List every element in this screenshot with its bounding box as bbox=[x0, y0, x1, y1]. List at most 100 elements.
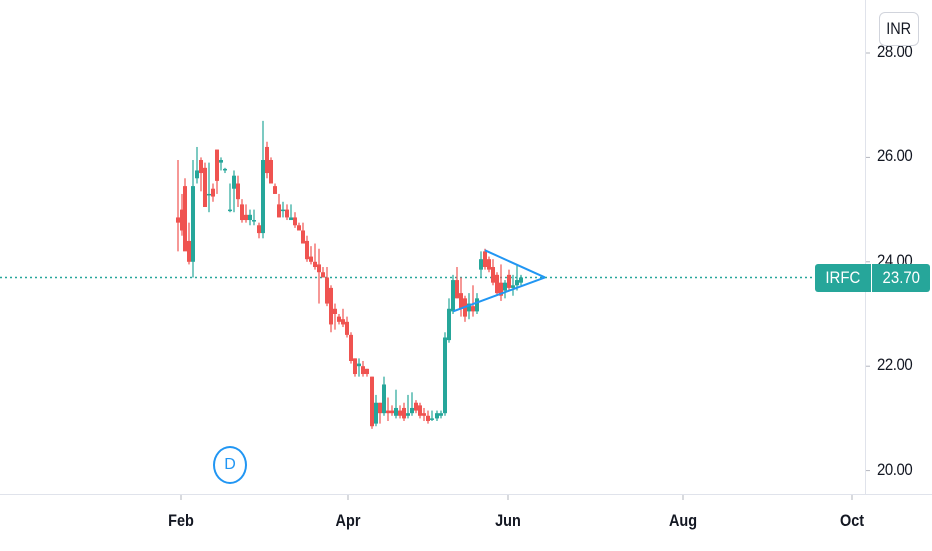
price-tick-label: 20.00 bbox=[877, 459, 913, 479]
price-tick-label: 26.00 bbox=[877, 146, 913, 166]
candle-down bbox=[483, 248, 487, 270]
candle-up bbox=[410, 392, 414, 416]
candle-up bbox=[451, 274, 455, 314]
candle-up bbox=[223, 167, 227, 174]
candle-up bbox=[289, 204, 293, 221]
triangle-pattern-drawing[interactable] bbox=[452, 249, 546, 313]
triangle-lower-line[interactable] bbox=[452, 276, 546, 313]
candle-down bbox=[215, 149, 219, 194]
dividend-marker-icon[interactable]: D bbox=[213, 446, 247, 484]
candle-up bbox=[382, 376, 386, 416]
time-tick-label: Apr bbox=[335, 511, 361, 530]
candle-down bbox=[313, 243, 317, 270]
candle-down bbox=[269, 157, 273, 184]
candle-down bbox=[297, 222, 301, 231]
candle-down bbox=[386, 397, 390, 422]
candle-down bbox=[333, 303, 337, 330]
triangle-upper-line[interactable] bbox=[484, 249, 546, 279]
candle-down bbox=[305, 235, 309, 262]
candle-down bbox=[257, 222, 261, 239]
candle-up bbox=[232, 170, 236, 213]
price-text: 23.70 bbox=[882, 268, 920, 287]
dividend-marker-label: D bbox=[224, 456, 236, 473]
candle-up bbox=[195, 146, 199, 184]
candle-up bbox=[479, 251, 483, 278]
price-axis[interactable] bbox=[865, 0, 932, 494]
candle-down bbox=[329, 285, 333, 333]
candle-up bbox=[511, 274, 515, 296]
candle-down bbox=[203, 162, 207, 207]
candle-down bbox=[370, 376, 374, 429]
candle-up bbox=[219, 157, 223, 171]
candle-down bbox=[365, 368, 369, 377]
candle-down bbox=[244, 204, 248, 223]
candle-down bbox=[455, 267, 459, 299]
symbol-text: IRFC bbox=[825, 268, 861, 287]
candle-down bbox=[199, 157, 203, 192]
candle-up bbox=[430, 410, 434, 422]
candle-down bbox=[487, 256, 491, 273]
candle-up bbox=[261, 120, 265, 239]
time-tick-label: Aug bbox=[668, 511, 698, 530]
candle-down bbox=[507, 269, 511, 291]
candle-up bbox=[357, 358, 361, 377]
candle-down bbox=[180, 193, 184, 236]
currency-badge[interactable]: INR bbox=[879, 12, 919, 46]
candle-down bbox=[277, 193, 281, 218]
price-tag: 23.70 bbox=[872, 264, 931, 292]
candle-down bbox=[398, 405, 402, 419]
candle-up bbox=[281, 201, 285, 218]
candle-up bbox=[519, 274, 523, 286]
candle-down bbox=[317, 248, 321, 304]
candle-down bbox=[349, 332, 353, 364]
candle-up bbox=[394, 389, 398, 419]
candle-up bbox=[252, 209, 256, 226]
candle-down bbox=[361, 360, 365, 377]
candle-down bbox=[402, 402, 406, 422]
candle-up bbox=[374, 394, 378, 427]
candle-down bbox=[236, 175, 240, 207]
candle-down bbox=[285, 204, 289, 221]
candle-down bbox=[471, 285, 475, 317]
grid-ticks bbox=[180, 52, 870, 500]
candle-up bbox=[439, 410, 443, 419]
candle-down bbox=[321, 267, 325, 278]
price-tick-label: 28.00 bbox=[877, 42, 913, 61]
candle-up bbox=[503, 280, 507, 299]
candle-down bbox=[337, 314, 341, 325]
candle-down bbox=[211, 183, 215, 202]
candle-up bbox=[207, 162, 211, 213]
candle-down bbox=[491, 259, 495, 286]
candle-down bbox=[422, 407, 426, 422]
candle-down bbox=[390, 405, 394, 416]
candle-down bbox=[309, 246, 313, 265]
candle-down bbox=[499, 264, 503, 301]
candle-down bbox=[187, 222, 191, 265]
candle-down bbox=[378, 402, 382, 424]
candle-down bbox=[341, 308, 345, 328]
candle-down bbox=[495, 272, 499, 296]
time-tick-label: Feb bbox=[168, 511, 194, 530]
candle-up bbox=[248, 209, 252, 226]
candle-down bbox=[459, 277, 463, 317]
price-tick-label: 22.00 bbox=[877, 355, 913, 375]
candle-down bbox=[176, 160, 180, 252]
candle-down bbox=[353, 358, 357, 377]
time-tick-label: Jun bbox=[495, 511, 521, 530]
candle-down bbox=[325, 267, 329, 307]
time-tick-label: Oct bbox=[839, 511, 865, 530]
currency-label: INR bbox=[886, 19, 912, 38]
candle-up bbox=[447, 298, 451, 343]
time-axis[interactable] bbox=[0, 494, 932, 551]
candle-down bbox=[426, 410, 430, 424]
candle-up bbox=[443, 332, 447, 416]
candle-down bbox=[240, 199, 244, 223]
candles bbox=[176, 120, 523, 429]
candle-up bbox=[515, 264, 519, 291]
candle-up bbox=[435, 410, 439, 422]
candle-down bbox=[265, 141, 269, 179]
last-price-label: IRFC 23.70 bbox=[815, 264, 931, 292]
candle-down bbox=[293, 212, 297, 228]
candle-up bbox=[191, 160, 195, 278]
